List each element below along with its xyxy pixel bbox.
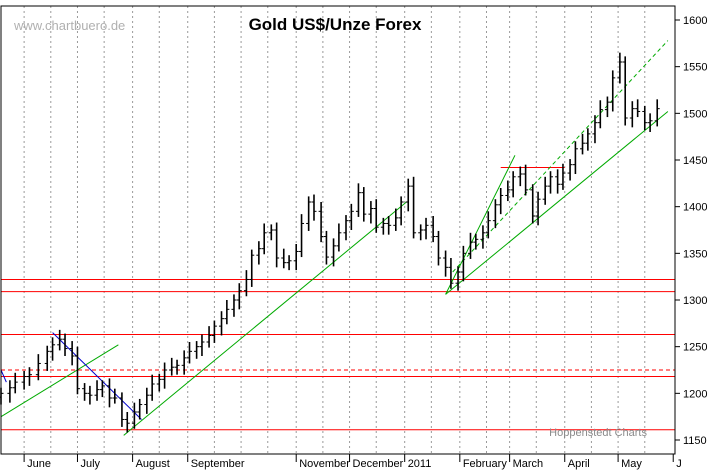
x-tick-label: July: [80, 458, 100, 470]
y-tick-label: 1200: [683, 388, 707, 400]
downtrend-line: [0, 369, 7, 383]
price-bars: [0, 52, 660, 433]
trend-line: [445, 155, 516, 295]
y-axis: 1150 1200 1250 1300 1350 1400 1450 1500 1550 1600: [675, 15, 707, 447]
support-resistance-lines: [1, 166, 675, 431]
y-tick-label: 1550: [683, 62, 707, 74]
x-axis: June July August September November December 2…: [23, 454, 682, 470]
y-tick-label: 1250: [683, 342, 707, 354]
y-tick-label: 1600: [683, 15, 707, 27]
x-tick-label: December: [353, 458, 404, 470]
y-tick-label: 1450: [683, 155, 707, 167]
chart-title: Gold US$/Unze Forex: [249, 15, 422, 34]
plot-frame: [0, 5, 676, 455]
x-tick-label: September: [191, 458, 245, 470]
y-tick-label: 1500: [683, 108, 707, 120]
x-tick-label: February: [463, 458, 508, 470]
x-tick-label: April: [568, 458, 590, 470]
y-tick-label: 1150: [683, 435, 707, 447]
x-tick-label: J: [676, 458, 682, 470]
x-tick-label: November: [299, 458, 350, 470]
trend-line: [0, 344, 119, 418]
source-footer: Hoppenstedt Charts: [549, 427, 647, 439]
y-tick-label: 1300: [683, 295, 707, 307]
x-tick-label: May: [621, 458, 642, 470]
trend-line: [123, 201, 407, 436]
x-tick-label: March: [513, 458, 544, 470]
x-tick-label: June: [27, 458, 51, 470]
downtrend-line: [52, 332, 142, 420]
y-tick-label: 1350: [683, 248, 707, 260]
x-tick-label: August: [136, 458, 170, 470]
watermark: www.chartbuero.de: [13, 18, 125, 33]
y-tick-label: 1400: [683, 202, 707, 214]
trend-line: [445, 111, 669, 295]
x-tick-label: 2011: [408, 458, 432, 470]
